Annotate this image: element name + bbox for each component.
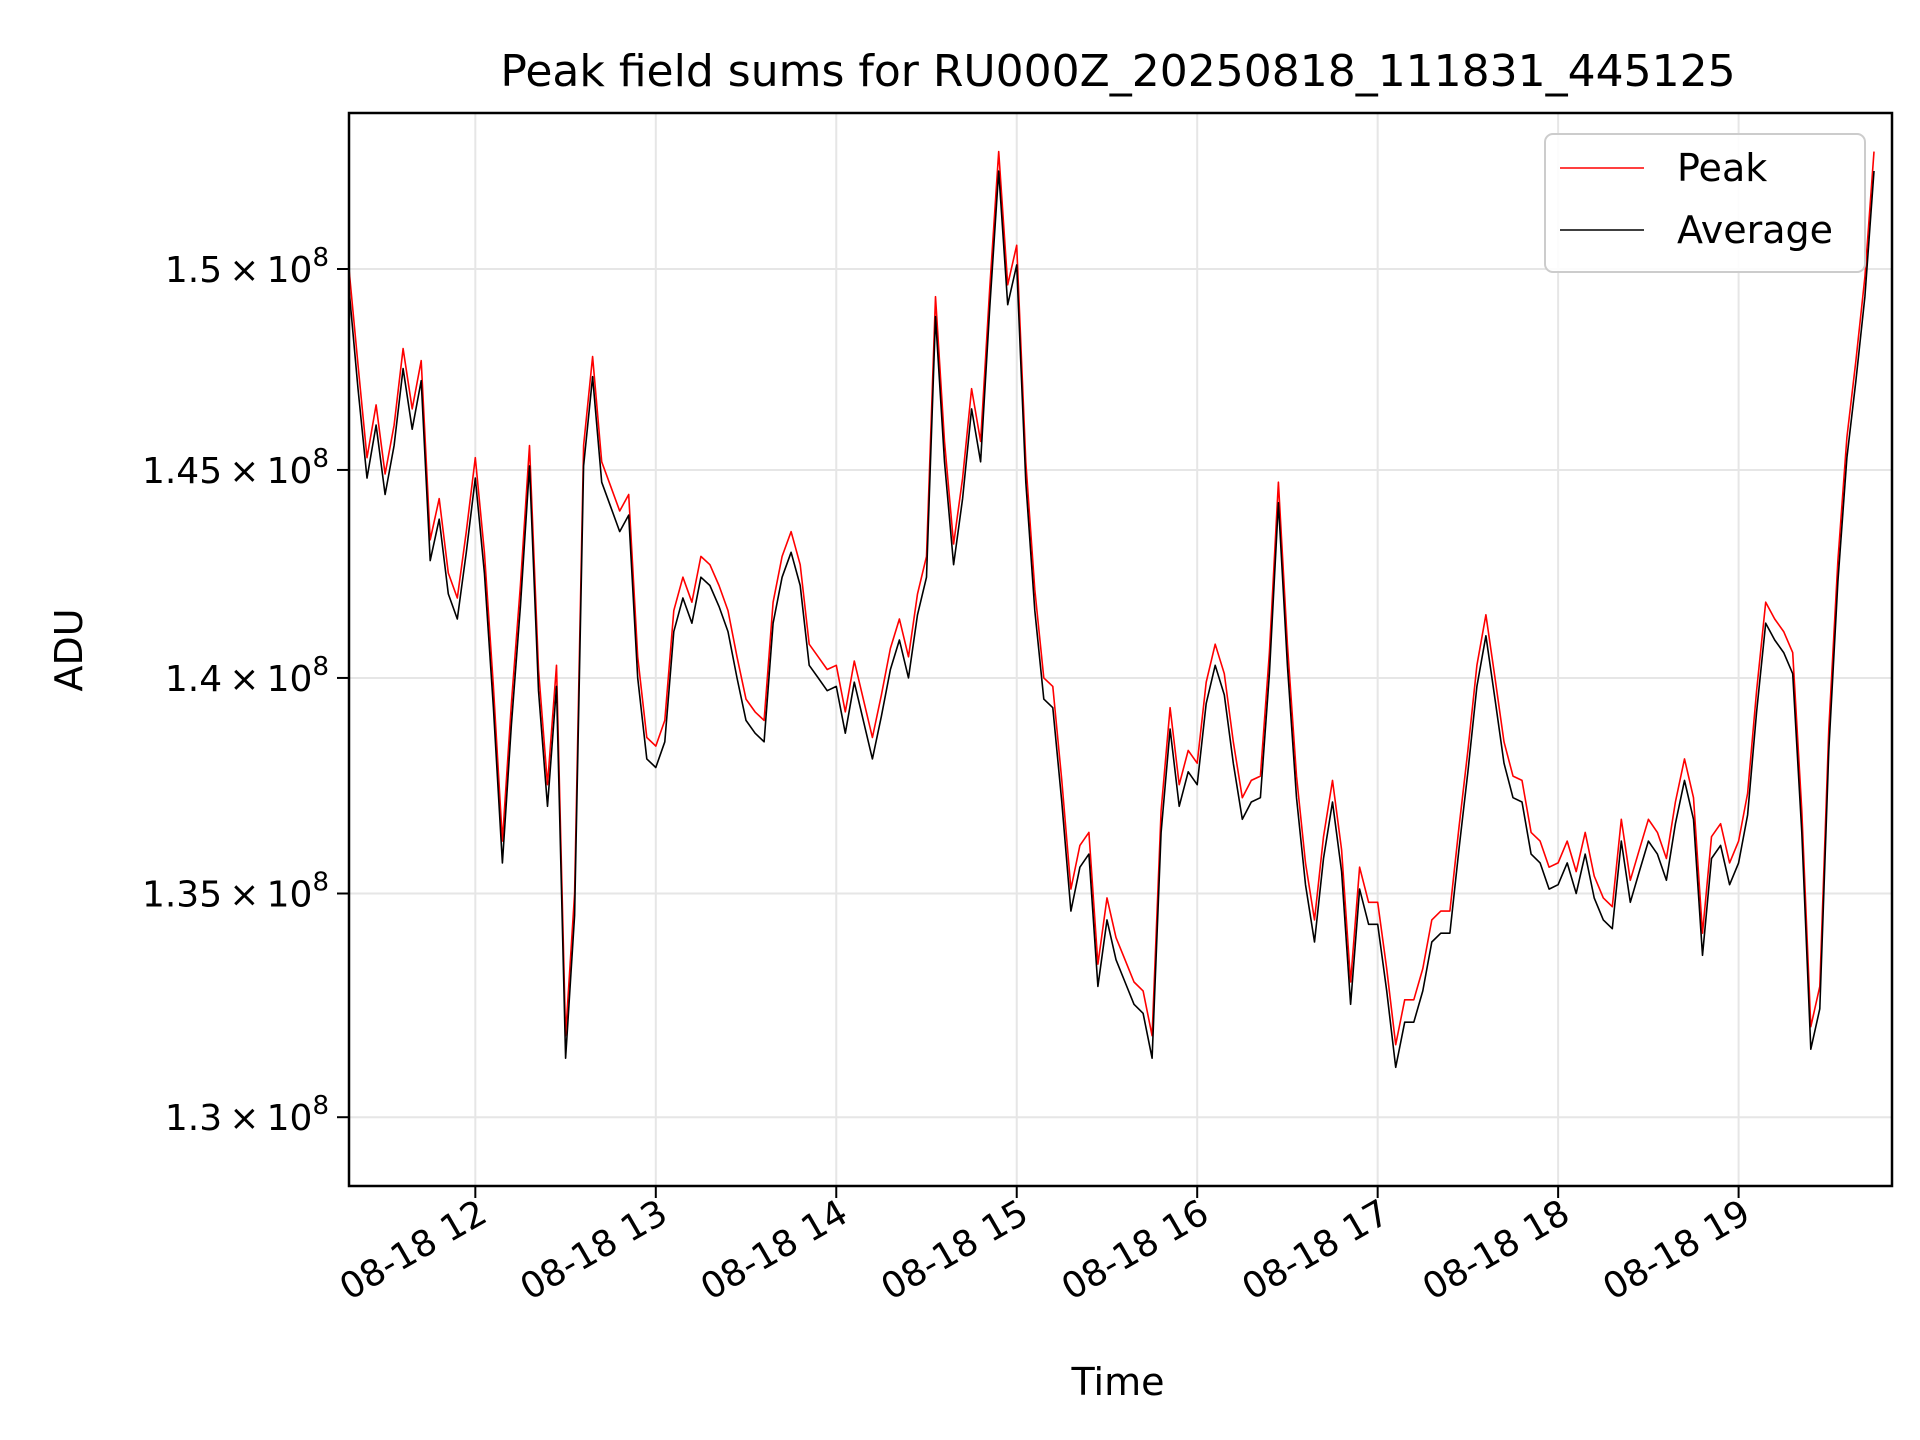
- chart-title: Peak field sums for RU000Z_20250818_1118…: [500, 46, 1735, 97]
- x-tick-label: 08-18 16: [1055, 1192, 1216, 1308]
- legend: Peak Average: [1544, 133, 1866, 273]
- x-tick-label: 08-18 19: [1596, 1192, 1757, 1308]
- legend-label-average: Average: [1677, 208, 1833, 252]
- x-tick-label: 08-18 12: [333, 1192, 494, 1308]
- y-tick-label: 1.4 × 108: [165, 652, 329, 700]
- x-tick-label: 08-18 14: [694, 1192, 855, 1308]
- x-axis: 08-18 12 08-18 13 08-18 14 08-18 15 08-18 16…: [333, 1186, 1757, 1309]
- series-layer: [348, 150, 1875, 1069]
- plot-frame: [347, 111, 1894, 1188]
- y-tick-label: 1.35 × 108: [142, 868, 329, 916]
- y-axis: 1.3 × 108 1.35 × 108 1.4 × 108 1.45 × 108 1.…: [142, 243, 349, 1139]
- x-tick-label: 08-18 15: [875, 1192, 1036, 1308]
- legend-label-peak: Peak: [1677, 146, 1767, 190]
- y-tick-label: 1.3 × 108: [165, 1091, 329, 1139]
- x-axis-label: Time: [1071, 1360, 1165, 1404]
- series-line-peak: [348, 150, 1875, 1046]
- x-tick-label: 08-18 18: [1416, 1192, 1577, 1308]
- x-tick-label: 08-18 13: [514, 1192, 675, 1308]
- y-tick-label: 1.45 × 108: [142, 444, 329, 492]
- x-tick-label: 08-18 17: [1235, 1192, 1396, 1308]
- series-line-average: [348, 170, 1875, 1069]
- y-axis-label: ADU: [47, 608, 91, 691]
- y-tick-label: 1.5 × 108: [165, 243, 329, 291]
